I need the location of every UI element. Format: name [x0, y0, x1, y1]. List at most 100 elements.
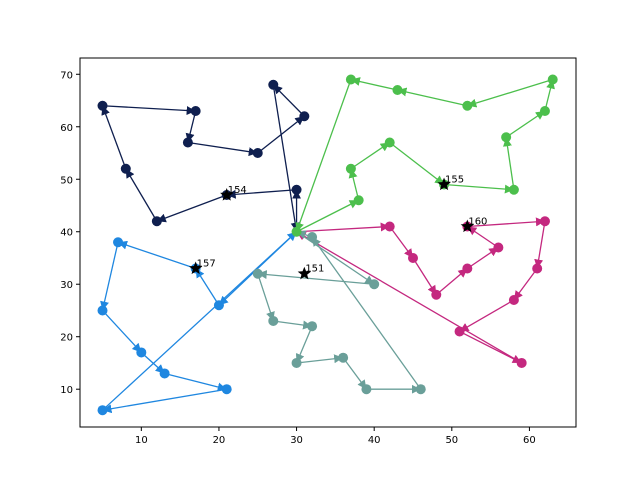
route-point	[454, 326, 465, 337]
star-layer: 154 155 160 157 151	[189, 174, 487, 280]
route-point	[539, 216, 550, 227]
route-point	[516, 357, 527, 368]
centroid-star	[297, 266, 311, 280]
route-point	[384, 221, 395, 232]
y-tick-label: 70	[60, 70, 73, 81]
route-point	[508, 294, 519, 305]
route-point	[120, 163, 131, 174]
route-arrow	[311, 236, 422, 390]
route-arrow	[295, 325, 313, 364]
route-series-160	[296, 216, 550, 368]
route-point	[338, 352, 349, 363]
route-arrow	[296, 231, 522, 364]
route-arrow	[117, 240, 196, 270]
route-arrow	[273, 320, 313, 330]
route-point	[307, 231, 318, 242]
y-tick-label: 30	[60, 280, 73, 291]
plot-frame	[79, 57, 577, 428]
route-point	[291, 184, 302, 195]
route-arrow	[466, 225, 499, 249]
route-arrow	[350, 77, 398, 91]
route-arrow	[466, 246, 499, 270]
route-point	[462, 263, 473, 274]
x-tick-label: 20	[213, 435, 226, 446]
route-arrow	[467, 78, 553, 108]
x-tick-label: 40	[368, 435, 381, 446]
route-point	[97, 405, 108, 416]
x-tick-label: 30	[290, 435, 303, 446]
route-point	[97, 305, 108, 316]
route-point	[493, 242, 504, 253]
route-arrow	[389, 226, 414, 259]
route-point	[431, 289, 442, 300]
route-arrow	[272, 84, 305, 117]
route-point	[221, 384, 232, 395]
route-point	[151, 216, 162, 227]
x-tick-label: 50	[445, 435, 458, 446]
route-arrow	[195, 268, 220, 306]
route-point	[307, 321, 318, 332]
x-tick-label: 60	[523, 435, 536, 446]
route-point	[501, 132, 512, 143]
route-arrow	[125, 168, 158, 222]
y-tick-label: 60	[60, 123, 73, 134]
route-arrow	[226, 189, 297, 199]
route-arrow	[101, 105, 127, 169]
route-arrow	[513, 268, 538, 301]
route-arrow	[412, 257, 437, 296]
centroid-star	[189, 261, 203, 275]
route-point	[392, 85, 403, 96]
route-series-151	[252, 230, 426, 395]
y-tick-label: 10	[60, 385, 73, 396]
route-arrow	[505, 110, 546, 138]
route-arrow	[187, 141, 258, 157]
route-point	[252, 268, 263, 279]
route-point	[547, 74, 558, 85]
depot-point	[291, 226, 302, 237]
route-arrow	[397, 87, 468, 107]
route-point	[213, 300, 224, 311]
route-point	[190, 106, 201, 117]
centroid-label: 154	[228, 185, 247, 196]
centroid-star	[460, 219, 474, 233]
route-arrow	[296, 354, 344, 364]
route-point	[532, 263, 543, 274]
series-layer	[97, 74, 558, 416]
route-arrow	[272, 84, 300, 232]
route-arrow	[350, 141, 391, 170]
route-point	[407, 252, 418, 263]
route-arrow	[296, 199, 359, 233]
route-point	[268, 79, 279, 90]
route-point	[361, 384, 372, 395]
route-arrow	[185, 110, 197, 143]
route-point	[159, 368, 170, 379]
y-tick-label: 20	[60, 333, 73, 344]
axes: 10 20 30 40 50 60 10 20 30 40 50 60 70	[60, 57, 577, 446]
route-point	[384, 137, 395, 148]
route-arrow	[295, 79, 352, 232]
route-arrow	[102, 310, 142, 353]
route-point	[353, 195, 364, 206]
centroid-label: 160	[468, 216, 487, 227]
x-tick-label: 10	[135, 435, 148, 446]
y-tick-label: 50	[60, 175, 73, 186]
route-arrow	[459, 299, 515, 333]
route-arrow	[435, 267, 468, 296]
y-tick-label: 40	[60, 228, 73, 239]
route-point	[299, 111, 310, 122]
route-arrow	[459, 330, 522, 364]
route-point	[268, 315, 279, 326]
route-arrow	[257, 273, 275, 322]
route-arrow	[102, 105, 196, 116]
route-arrow	[257, 270, 375, 285]
route-point	[539, 106, 550, 117]
route-point	[252, 148, 263, 159]
route-point	[113, 237, 124, 248]
route-arrow	[348, 168, 360, 201]
route-series-154	[97, 79, 310, 232]
centroid-label: 157	[197, 258, 216, 269]
route-point	[415, 384, 426, 395]
centroid-label: 155	[445, 174, 464, 185]
route-point	[462, 100, 473, 111]
